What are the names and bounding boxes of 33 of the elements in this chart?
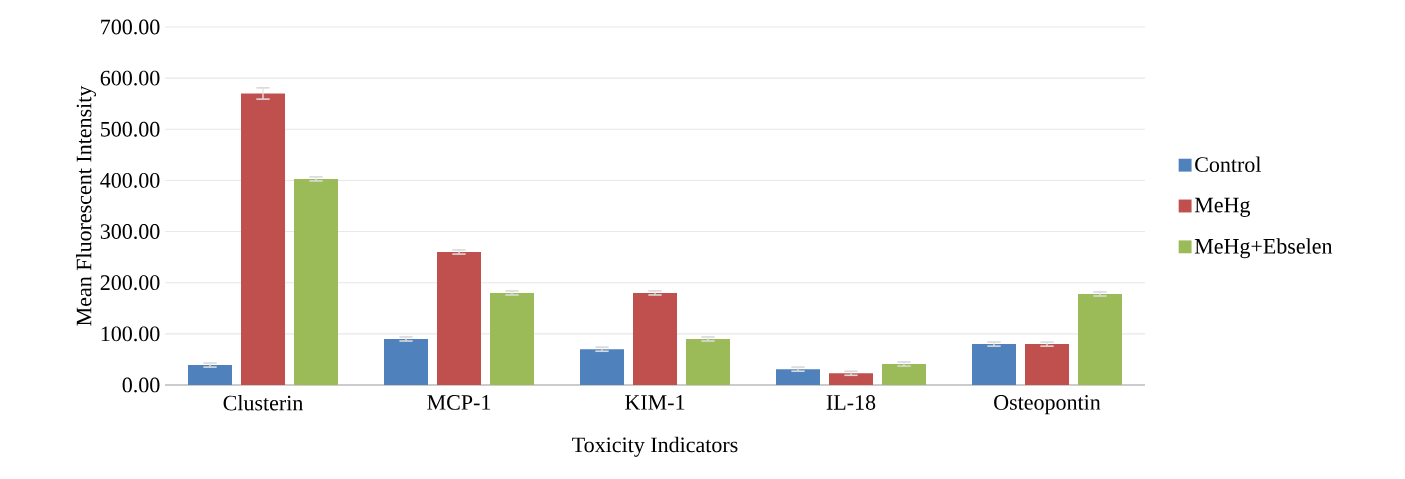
bar (829, 373, 873, 385)
x-tick-label: MCP-1 (427, 395, 491, 410)
x-tick-label: IL-18 (826, 395, 876, 410)
bar (972, 344, 1016, 385)
bar (633, 292, 678, 385)
y-tick-label: 500.00 (101, 121, 160, 137)
legend-label: MeHg (1194, 197, 1251, 217)
bar (490, 292, 534, 385)
bar (384, 338, 428, 385)
bar (1078, 293, 1122, 385)
y-tick-label: 100.00 (101, 326, 160, 342)
y-tick-label: 700.00 (101, 19, 160, 35)
x-tick-label: Osteopontin (994, 395, 1101, 415)
bar (437, 252, 481, 385)
y-tick-label: 200.00 (100, 275, 160, 291)
bar (580, 349, 625, 385)
x-axis-title: Toxicity Indicators (572, 436, 738, 457)
bar (776, 369, 820, 385)
bar (241, 93, 286, 385)
bar (188, 365, 233, 385)
bar (294, 178, 339, 385)
y-tick-label: 600.00 (100, 70, 160, 86)
y-axis-title: Mean Fluorescent Intensity (75, 85, 96, 326)
bar (1025, 344, 1069, 385)
bar (686, 338, 731, 385)
legend-label: Control (1195, 156, 1262, 173)
x-tick-label: KIM-1 (625, 395, 685, 410)
y-tick-label: 400.00 (100, 172, 160, 188)
x-tick-label: Clusterin (223, 395, 304, 411)
y-tick-label: 300.00 (100, 224, 160, 240)
legend-label: MeHg+Ebselen (1194, 238, 1333, 259)
bar (882, 364, 926, 385)
y-tick-label: 0.00 (122, 377, 160, 393)
